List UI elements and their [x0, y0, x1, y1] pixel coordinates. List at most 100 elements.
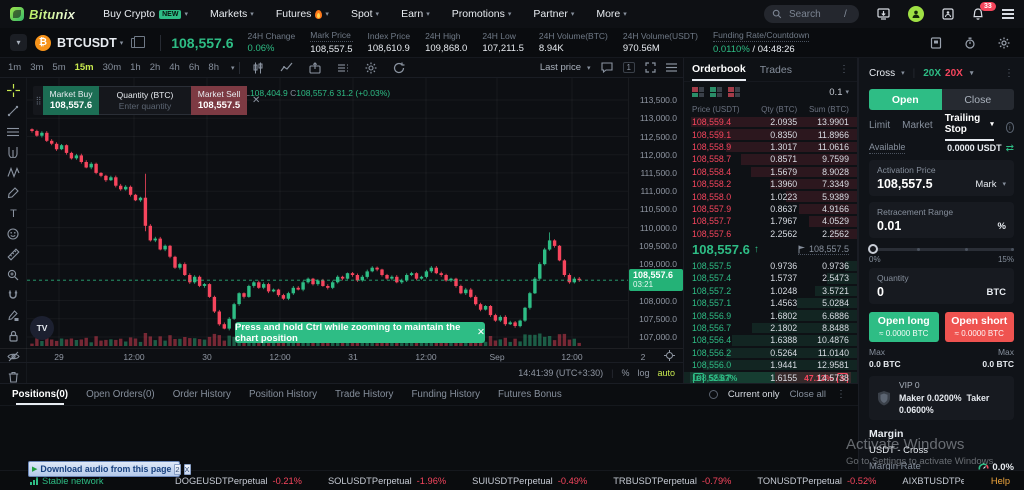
mark-price-chip[interactable]: 108,557.5 [797, 244, 849, 256]
settings-gear-icon[interactable] [998, 37, 1010, 49]
tab-orderbook[interactable]: Orderbook [692, 59, 746, 81]
close-tab[interactable]: Close [941, 89, 1014, 110]
retracement-slider[interactable]: 0% 15% [868, 244, 1014, 264]
ask-row[interactable]: 108,558.4 1.5679 8.9028 [684, 166, 857, 178]
emoji-icon[interactable] [4, 227, 22, 240]
nav-item-more[interactable]: More ▾ [596, 8, 627, 20]
tab-limit[interactable]: Limit [869, 119, 891, 131]
ticker-item[interactable]: AIXBTUSDTPerpetual-3.76% [902, 475, 964, 486]
trash-icon[interactable] [4, 371, 22, 383]
orders-journal-icon[interactable] [930, 36, 942, 49]
nav-item-promotions[interactable]: Promotions ▾ [451, 8, 512, 20]
download-app-icon[interactable] [877, 8, 890, 20]
timeframe-5m[interactable]: 5m [52, 62, 66, 73]
ruler-icon[interactable] [4, 248, 22, 261]
copy-icon[interactable] [131, 35, 146, 48]
bottom-tab-futures-bonus[interactable]: Futures Bonus [498, 389, 562, 400]
toast-close-icon[interactable]: ✕ [477, 327, 485, 338]
trend-line-icon[interactable] [4, 105, 22, 117]
widget-quantity-input[interactable]: Quantity (BTC) Enter quantity [99, 86, 191, 116]
log-scale-toggle[interactable]: log [637, 368, 650, 378]
help-link[interactable]: Help [990, 475, 1010, 486]
bid-row[interactable]: 108,555.7 1.6155 14.5738 [684, 371, 857, 383]
price-axis[interactable]: 113,500.0 113,000.0 112,500.0 112,000.0 111,… [628, 78, 683, 348]
ticker-item[interactable]: TRBUSDTPerpetual -0.79% [613, 475, 732, 486]
ask-row[interactable]: 108,558.9 1.3017 11.0616 [684, 141, 857, 153]
chart-layout-icon[interactable] [337, 63, 349, 73]
info-icon[interactable]: i [1005, 121, 1014, 133]
current-only-radio[interactable] [708, 390, 718, 399]
ticker-item[interactable]: TONUSDTPerpetual -0.52% [757, 475, 877, 486]
magnet-icon[interactable] [4, 289, 22, 301]
bid-row[interactable]: 108,556.7 2.1802 8.8488 [684, 322, 857, 334]
download-bar-count-button[interactable]: 2 [174, 463, 181, 475]
ask-row[interactable]: 108,557.9 0.8637 4.9166 [684, 203, 857, 215]
bid-row[interactable]: 108,556.4 1.6388 10.4876 [684, 334, 857, 346]
brush-icon[interactable] [4, 186, 22, 199]
notifications-bell-icon[interactable]: 33 [972, 1, 996, 21]
bottom-tab-trade-history[interactable]: Trade History [335, 389, 394, 400]
horizontal-lines-icon[interactable] [4, 125, 22, 137]
ticker-item[interactable]: DOGEUSDTPerpetual -0.21% [175, 475, 302, 486]
orderbook-menu-icon[interactable]: ⋮ [839, 64, 849, 75]
nav-item-earn[interactable]: Earn ▾ [401, 8, 430, 20]
timeframe-2h[interactable]: 2h [149, 62, 161, 73]
tab-trailing-stop[interactable]: Trailing Stop ▾ [944, 113, 994, 141]
bid-row[interactable]: 108,557.5 0.9736 0.9736 [684, 260, 857, 272]
bid-row[interactable]: 108,556.0 1.9441 12.9581 [684, 359, 857, 371]
timeframe-1h[interactable]: 1h [130, 62, 141, 73]
bottom-tab-positions-0-[interactable]: Positions(0) [12, 384, 68, 405]
draw-lock-icon[interactable] [4, 309, 22, 322]
open-long-button[interactable]: Open long ≈ 0.0000 BTC [869, 312, 939, 343]
panel-menu-icon[interactable]: ⋮ [1004, 67, 1014, 79]
ask-row[interactable]: 108,558.0 1.0223 5.9389 [684, 190, 857, 202]
pair-name[interactable]: BTCUSDT [57, 35, 117, 50]
open-short-button[interactable]: Open short ≈ 0.0000 BTC [944, 312, 1014, 343]
pattern-icon[interactable] [4, 166, 22, 178]
view-asks-icon[interactable] [728, 87, 740, 97]
close-all-button[interactable]: Close all [789, 389, 826, 400]
precision-select[interactable]: 0.1 ▾ [829, 86, 849, 98]
bid-row[interactable]: 108,557.2 1.0248 3.5721 [684, 285, 857, 297]
timeframe-15m[interactable]: 15m [74, 62, 94, 73]
fullscreen-icon[interactable] [645, 62, 656, 73]
transfer-icon[interactable]: ⇄ [1005, 142, 1014, 154]
quantity-input[interactable] [877, 285, 957, 299]
timeframe-30m[interactable]: 30m [102, 62, 122, 73]
widget-close-icon[interactable]: ✕ [252, 95, 261, 107]
timeframe-1m[interactable]: 1m [8, 62, 22, 73]
time-axis[interactable]: 29 12:00 30 12:00 31 12:00 Sep 12:00 2 [0, 348, 683, 362]
bid-row[interactable]: 108,557.1 1.4563 5.0284 [684, 297, 857, 309]
search-box[interactable]: / [764, 5, 859, 23]
tradingview-logo[interactable]: TV [30, 316, 54, 340]
text-icon[interactable]: T [4, 207, 22, 219]
ask-row[interactable]: 108,559.4 2.0935 13.9901 [684, 116, 857, 128]
user-avatar[interactable] [908, 6, 924, 22]
widget-drag-handle[interactable]: ⣿ [33, 86, 43, 116]
layout-count-icon[interactable]: 1 [622, 62, 635, 73]
view-bids-icon[interactable] [710, 87, 722, 97]
timeframe-8h[interactable]: 8h [208, 62, 219, 73]
menu-icon[interactable] [1002, 9, 1014, 19]
nav-item-partner[interactable]: Partner ▾ [533, 8, 575, 20]
market-buy-button[interactable]: Market Buy 108,557.6 [43, 86, 99, 116]
bid-row[interactable]: 108,557.4 1.5737 2.5473 [684, 272, 857, 284]
timeframe-4h[interactable]: 4h [169, 62, 180, 73]
price-source-select[interactable]: Last price ▾ [539, 62, 591, 73]
chart-clock[interactable]: 14:41:39 (UTC+3:30) [518, 368, 604, 378]
leverage-select[interactable]: 20X 20X ▾ [923, 67, 974, 79]
lock-icon[interactable] [4, 330, 22, 342]
download-bar-close-button[interactable]: X [183, 463, 191, 475]
ask-row[interactable]: 108,558.7 0.8571 9.7599 [684, 153, 857, 165]
market-sell-button[interactable]: Market Sell 108,557.5 [191, 86, 247, 116]
pair-list-toggle[interactable]: ▾ [10, 34, 27, 51]
bottom-tab-order-history[interactable]: Order History [172, 389, 231, 400]
vip-fee-box[interactable]: VIP 0 Maker 0.0200% Taker 0.0600% [869, 375, 1014, 421]
candle-style-icon[interactable] [252, 62, 264, 74]
panel-list-icon[interactable] [666, 63, 677, 72]
bottom-tab-open-orders-0-[interactable]: Open Orders(0) [86, 389, 155, 400]
ticker-item[interactable]: SUIUSDTPerpetual -0.49% [472, 475, 588, 486]
chart-replay-icon[interactable] [393, 62, 405, 74]
ask-row[interactable]: 108,557.7 1.7967 4.0529 [684, 215, 857, 227]
nav-item-spot[interactable]: Spot ▾ [350, 8, 380, 20]
